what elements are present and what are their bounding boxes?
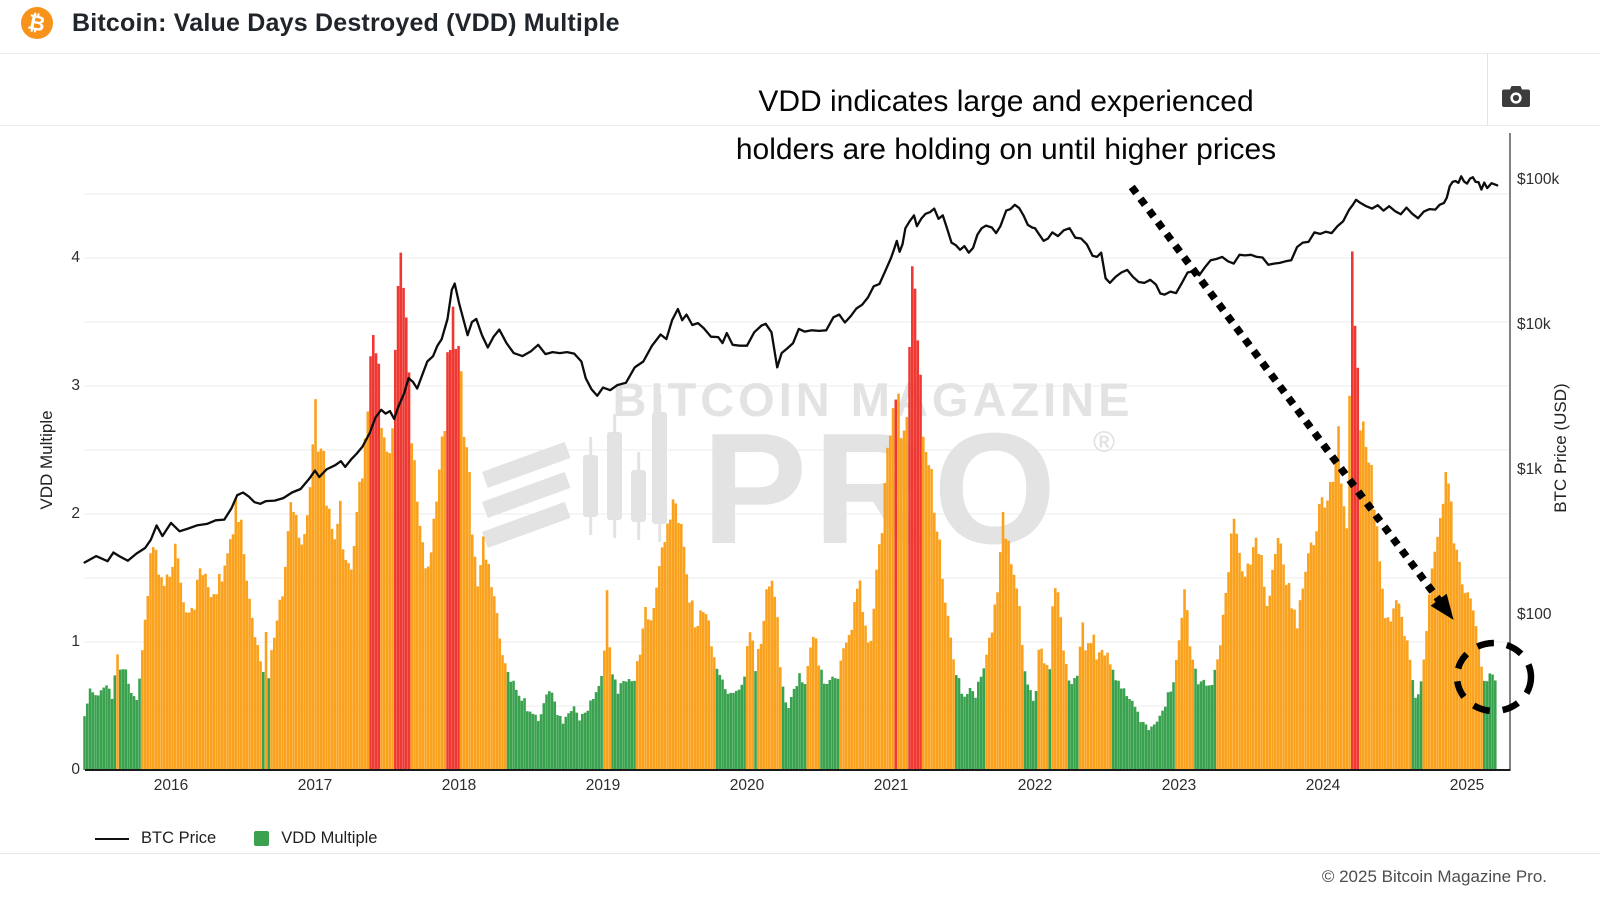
price-axis-tick-label: $10k <box>1517 316 1551 333</box>
svg-text:BITCOIN MAGAZINE: BITCOIN MAGAZINE <box>613 373 1134 426</box>
vdd-axis-tick-label: 3 <box>71 377 80 394</box>
legend-label: BTC Price <box>141 829 217 847</box>
vdd-axis-tick-label: 0 <box>71 761 80 778</box>
vdd-axis-tick-label: 1 <box>71 633 80 650</box>
vdd-axis-tick-label: 2 <box>71 505 80 522</box>
footer: © 2025 Bitcoin Magazine Pro. <box>0 853 1600 899</box>
year-tick-label: 2025 <box>1449 777 1485 794</box>
camera-button[interactable] <box>1496 82 1536 114</box>
year-tick-label: 2017 <box>297 777 333 794</box>
trend-arrow-head <box>1430 593 1454 620</box>
copyright: © 2025 Bitcoin Magazine Pro. <box>1321 867 1547 886</box>
legend-item-vdd-multiple[interactable]: VDD Multiple <box>254 829 377 848</box>
btc-price-line-swatch <box>95 837 129 840</box>
annotation-line-1: VDD indicates large and experienced <box>758 85 1254 118</box>
year-tick-label: 2019 <box>585 777 621 794</box>
year-tick-label: 2018 <box>441 777 477 794</box>
toolbar <box>0 54 1600 126</box>
btc-price-line <box>83 175 1499 564</box>
bitcoin-icon: ₿ <box>21 7 53 39</box>
svg-text:®: ® <box>1093 426 1115 459</box>
year-tick-label: 2016 <box>153 777 189 794</box>
year-tick-label: 2022 <box>1017 777 1053 794</box>
year-tick-label: 2024 <box>1305 777 1341 794</box>
highlight-circle <box>1453 639 1535 715</box>
trend-arrow-dotted-line <box>1128 184 1450 613</box>
toolbar-divider <box>1487 54 1488 126</box>
chart-annotation: VDD indicates large and experienced hold… <box>600 78 1412 174</box>
page-title: Bitcoin: Value Days Destroyed (VDD) Mult… <box>72 9 620 37</box>
annotation-line-2: holders are holding on until higher pric… <box>735 133 1277 166</box>
vdd-axis-tick-label: 4 <box>71 249 80 266</box>
legend-item-btc-price[interactable]: BTC Price <box>95 829 216 848</box>
vdd-multiple-swatch <box>254 831 270 846</box>
year-tick-label: 2023 <box>1161 777 1197 794</box>
year-tick-label: 2021 <box>873 777 909 794</box>
camera-icon <box>1501 84 1531 113</box>
header: ₿ Bitcoin: Value Days Destroyed (VDD) Mu… <box>0 0 1600 54</box>
legend: BTC Price VDD Multiple <box>95 829 377 848</box>
price-axis-tick-label: $100 <box>1517 606 1552 623</box>
legend-label: VDD Multiple <box>281 829 378 847</box>
vdd-bars <box>83 251 1497 770</box>
price-axis-tick-label: $1k <box>1517 461 1542 478</box>
price-axis-tick-label: $100k <box>1517 171 1560 188</box>
year-tick-label: 2020 <box>729 777 765 794</box>
